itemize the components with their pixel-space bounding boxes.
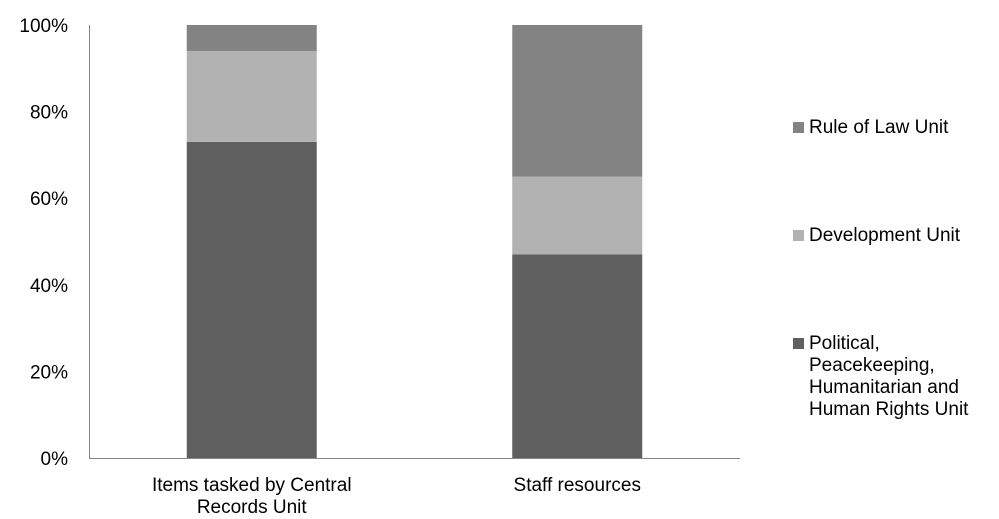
bar-segment bbox=[512, 176, 643, 255]
bar-segment bbox=[186, 141, 317, 458]
bar-segment bbox=[512, 25, 643, 177]
x-category-label: Records Unit bbox=[197, 497, 308, 518]
legend-swatch bbox=[793, 122, 804, 133]
legend-label: Human Rights Unit bbox=[809, 399, 969, 420]
bars bbox=[186, 25, 643, 458]
y-tick-label: 100% bbox=[19, 16, 68, 37]
legend-label: Humanitarian and bbox=[809, 377, 959, 398]
y-tick-label: 20% bbox=[30, 362, 68, 383]
y-tick-label: 40% bbox=[30, 276, 68, 297]
legend-label: Political, bbox=[809, 333, 880, 354]
y-tick-label: 60% bbox=[30, 189, 68, 210]
axis-labels: 0% 20% 40% 60% 80% 100% Items tasked by Centra… bbox=[19, 16, 641, 518]
y-tick-label: 80% bbox=[30, 103, 68, 124]
legend-label: Development Unit bbox=[809, 225, 961, 246]
legend-label: Rule of Law Unit bbox=[809, 117, 949, 138]
legend-label: Peacekeeping, bbox=[809, 355, 935, 376]
bar-segment bbox=[186, 50, 317, 142]
legend: Rule of Law Unit Development Unit Politica… bbox=[793, 117, 969, 420]
x-category-label: Items tasked by Central bbox=[152, 475, 352, 496]
legend-swatch bbox=[793, 338, 804, 349]
legend-swatch bbox=[793, 230, 804, 241]
bar-segment bbox=[512, 254, 643, 458]
bar-segment bbox=[186, 25, 317, 51]
y-tick-label: 0% bbox=[41, 449, 69, 470]
x-category-label: Staff resources bbox=[514, 475, 641, 496]
axes bbox=[89, 25, 740, 459]
